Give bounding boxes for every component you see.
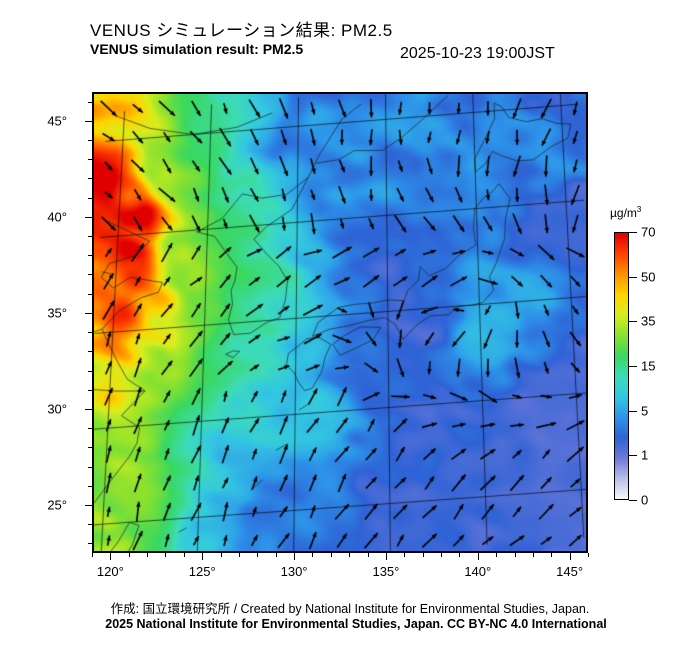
x-axis-minor-tick (238, 553, 240, 557)
y-axis-major-tick (85, 120, 92, 122)
x-axis-tick-label: 125° (188, 564, 216, 579)
y-axis-minor-tick (88, 178, 92, 180)
y-axis-tick-label: 45° (47, 113, 67, 129)
y-axis-tick-label: 35° (47, 305, 67, 321)
x-axis-minor-tick (257, 553, 259, 557)
y-axis-minor-tick (88, 466, 92, 468)
y-axis-minor-tick (88, 274, 92, 276)
x-axis-minor-tick (404, 553, 406, 557)
y-axis-minor-tick (88, 293, 92, 295)
y-axis-major-tick (85, 312, 92, 314)
x-axis-tick-label: 145° (556, 564, 584, 579)
colorbar-tick (629, 366, 637, 367)
page-title-japanese: VENUS シミュレーション結果: PM2.5 (90, 21, 393, 40)
colorbar-tick (629, 500, 637, 501)
y-axis-minor-tick (88, 255, 92, 257)
colorbar-tick-label: 70 (641, 224, 656, 240)
y-axis-tick-label: 25° (47, 497, 67, 513)
y-axis-major-tick (85, 216, 92, 218)
x-axis-minor-tick (367, 553, 369, 557)
page-title-english: VENUS simulation result: PM2.5 (90, 41, 304, 57)
x-axis-tick-label: 135° (372, 564, 400, 579)
colorbar-tick-label: 50 (641, 269, 656, 285)
y-axis-minor-tick (88, 543, 92, 545)
x-axis-major-tick (569, 553, 571, 560)
x-axis-minor-tick (183, 553, 185, 557)
license-line: 2025 National Institute for Environmenta… (0, 617, 700, 631)
x-axis-longitude: 120° 125° 130° 135° 140° 145° (92, 553, 589, 583)
y-axis-latitude: 25° 30° 35° 40° 45° (0, 92, 78, 553)
x-axis-major-tick (477, 553, 479, 560)
credit-line: 作成: 国立環境研究所 / Created by National Instit… (110, 602, 590, 616)
x-axis-minor-tick (532, 553, 534, 557)
y-axis-major-tick (85, 504, 92, 506)
colorbar-tick-label: 15 (641, 358, 656, 374)
x-axis-major-tick (110, 553, 112, 560)
x-axis-major-tick (202, 553, 204, 560)
x-axis-minor-tick (588, 553, 589, 557)
colorbar-gradient (614, 232, 629, 500)
map-plot-area[interactable] (92, 92, 588, 553)
x-axis-major-tick (294, 553, 296, 560)
y-axis-minor-tick (88, 332, 92, 334)
license-text: 2025 National Institute for Environmenta… (105, 617, 607, 631)
x-axis-minor-tick (92, 553, 93, 557)
x-axis-minor-tick (330, 553, 332, 557)
y-axis-minor-tick (88, 524, 92, 526)
colorbar-tick (629, 321, 637, 323)
colorbar-tick-label: 5 (641, 403, 649, 419)
colorbar-legend: µg/m3 70 50 35 15 5 1 0 (610, 205, 698, 510)
x-axis-minor-tick (147, 553, 149, 557)
x-axis-minor-tick (220, 553, 222, 557)
colorbar-tick-label: 1 (641, 447, 649, 463)
x-axis-minor-tick (128, 553, 130, 557)
y-axis-minor-tick (88, 159, 92, 161)
colorbar-tick (629, 455, 637, 457)
x-axis-tick-label: 120° (96, 564, 124, 579)
x-axis-minor-tick (275, 553, 277, 557)
x-axis-minor-tick (422, 553, 424, 557)
colorbar-unit-exponent: 3 (636, 205, 642, 214)
y-axis-minor-tick (88, 197, 92, 199)
x-axis-minor-tick (496, 553, 498, 557)
colorbar-unit-label: µg/m3 (610, 205, 641, 220)
x-axis-minor-tick (441, 553, 443, 557)
y-axis-minor-tick (88, 389, 92, 391)
colorbar-tick-label: 0 (641, 492, 649, 508)
y-axis-minor-tick (88, 101, 92, 103)
x-axis-minor-tick (459, 553, 461, 557)
y-axis-tick-label: 40° (47, 209, 67, 225)
x-axis-minor-tick (312, 553, 314, 557)
y-axis-minor-tick (88, 447, 92, 449)
y-axis-minor-tick (88, 428, 92, 430)
x-axis-tick-label: 130° (280, 564, 308, 579)
colorbar-tick-label: 35 (641, 313, 656, 329)
colorbar-unit-text: µg/m (610, 206, 637, 220)
x-axis-minor-tick (349, 553, 351, 557)
y-axis-minor-tick (88, 236, 92, 238)
y-axis-minor-tick (88, 485, 92, 487)
x-axis-minor-tick (551, 553, 553, 557)
y-axis-minor-tick (88, 140, 92, 142)
x-axis-major-tick (385, 553, 387, 560)
timestamp-label: 2025-10-23 19:00JST (400, 45, 555, 62)
x-axis-minor-tick (165, 553, 167, 557)
y-axis-tick-label: 30° (47, 401, 67, 417)
y-axis-minor-tick (88, 351, 92, 353)
x-axis-tick-label: 140° (464, 564, 492, 579)
colorbar-tick (629, 276, 637, 278)
x-axis-minor-tick (514, 553, 516, 557)
colorbar-tick (629, 232, 637, 233)
y-axis-major-tick (85, 408, 92, 410)
pm25-concentration-heatmap (94, 94, 586, 551)
colorbar-tick (629, 410, 637, 412)
y-axis-ticks-latitude (85, 92, 92, 553)
y-axis-minor-tick (88, 370, 92, 372)
